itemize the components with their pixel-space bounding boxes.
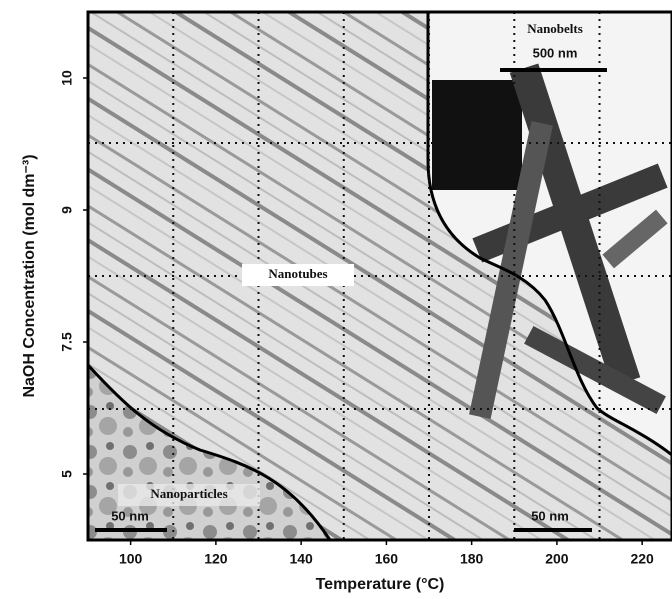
x-tick-label: 120 [204,551,228,567]
label-box [118,484,260,506]
x-tick-label: 160 [375,551,399,567]
x-tick-label: 100 [119,551,143,567]
y-tick-label: 9 [59,206,75,214]
region-label: Nanoparticles [150,486,227,501]
region-label: Nanobelts [527,21,583,36]
x-tick-label: 220 [630,551,654,567]
x-tick-label: 200 [545,551,569,567]
y-tick-label: 7.5 [59,332,75,352]
label-box [242,264,354,286]
y-axis-title: NaOH Concentration (mol dm⁻³) [21,154,38,397]
x-axis-title: Temperature (°C) [316,576,445,593]
x-tick-label: 180 [460,551,484,567]
plot-background [86,12,672,541]
nanobelt-shapes [432,63,668,420]
x-tick-label: 140 [289,551,313,567]
plot-frame [86,10,672,542]
phase-boundary [86,363,332,541]
y-tick-label: 10 [59,70,75,86]
scale-bar-label: 50 nm [531,508,569,523]
y-tick-label: 5 [59,470,75,478]
scale-bar-label: 50 nm [111,508,149,523]
phase-boundary [426,12,672,457]
scale-bar-label: 500 nm [533,45,578,60]
region-label: Nanotubes [268,266,327,281]
axes: 100 120 140 160 180 200 220 5 7.5 9 10 [59,70,654,567]
